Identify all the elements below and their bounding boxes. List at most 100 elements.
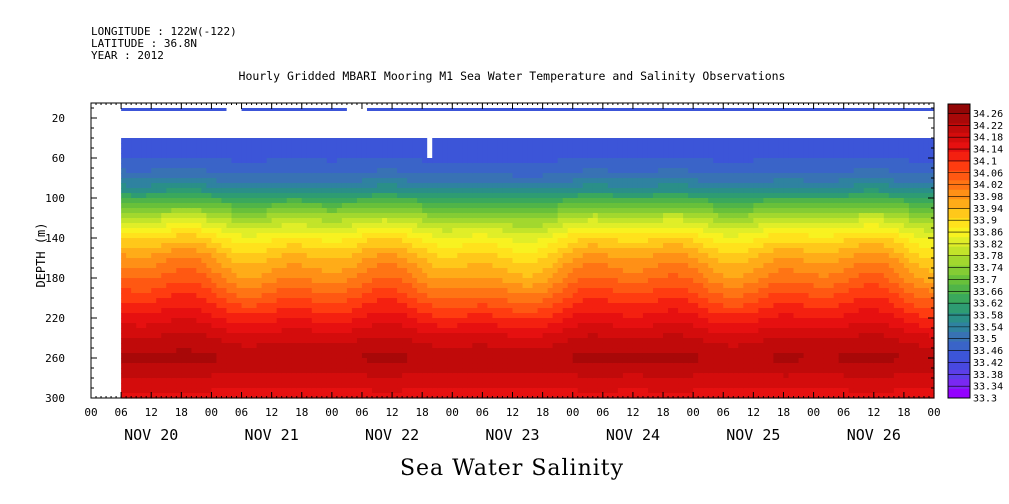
heatmap-cell <box>131 293 137 299</box>
heatmap-cell <box>266 353 273 359</box>
heatmap-cell <box>291 163 298 169</box>
heatmap-cell <box>301 218 308 224</box>
heatmap-cell <box>121 348 127 354</box>
heatmap-cell <box>442 163 448 169</box>
heatmap-cell <box>231 318 238 324</box>
heatmap-cell <box>602 143 609 149</box>
heatmap-cell <box>467 363 473 369</box>
heatmap-cell <box>191 378 197 384</box>
heatmap-cell <box>422 253 428 259</box>
heatmap-cell <box>221 383 228 389</box>
heatmap-cell <box>346 138 353 144</box>
heatmap-cell <box>537 228 544 234</box>
heatmap-cell <box>532 148 539 154</box>
heatmap-cell <box>206 358 213 364</box>
heatmap-cell <box>291 148 298 154</box>
heatmap-cell <box>472 143 478 149</box>
heatmap-cell <box>562 318 569 324</box>
heatmap-cell <box>201 288 208 294</box>
heatmap-cell <box>562 203 569 209</box>
heatmap-cell <box>151 233 157 239</box>
heatmap-cell <box>311 153 318 159</box>
heatmap-cell <box>512 258 519 264</box>
heatmap-cell <box>412 263 418 269</box>
heatmap-cell <box>266 178 273 184</box>
heatmap-cell <box>276 348 283 354</box>
heatmap-cell <box>397 323 403 329</box>
heatmap-cell <box>532 358 539 364</box>
heatmap-cell <box>216 163 223 169</box>
heatmap-cell <box>502 353 509 359</box>
heatmap-cell <box>291 173 298 179</box>
heatmap-cell <box>236 343 243 349</box>
heatmap-cell <box>276 183 283 189</box>
heatmap-cell <box>181 343 187 349</box>
heatmap-cell <box>497 233 504 239</box>
heatmap-cell <box>166 383 172 389</box>
heatmap-cell <box>452 268 458 274</box>
heatmap-cell <box>366 213 373 219</box>
heatmap-cell <box>126 213 132 219</box>
heatmap-cell <box>552 158 559 164</box>
heatmap-cell <box>126 218 132 224</box>
heatmap-cell <box>592 273 599 279</box>
heatmap-cell <box>236 338 243 344</box>
heatmap-cell <box>377 283 383 289</box>
heatmap-cell <box>236 238 243 244</box>
heatmap-cell <box>482 283 489 289</box>
heatmap-cell <box>311 388 318 394</box>
heatmap-cell <box>286 273 293 279</box>
heatmap-cell <box>126 248 132 254</box>
heatmap-cell <box>316 263 323 269</box>
heatmap-cell <box>166 213 172 219</box>
heatmap-cell <box>517 363 524 369</box>
heatmap-cell <box>271 253 278 259</box>
heatmap-cell <box>151 303 157 309</box>
heatmap-cell <box>382 228 388 234</box>
heatmap-cell <box>432 333 438 339</box>
heatmap-cell <box>457 288 463 294</box>
heatmap-cell <box>502 168 509 174</box>
heatmap-cell <box>587 338 594 344</box>
heatmap-cell <box>201 143 208 149</box>
heatmap-cell <box>537 253 544 259</box>
heatmap-cell <box>592 268 599 274</box>
heatmap-cell <box>216 338 223 344</box>
heatmap-cell <box>351 388 358 394</box>
heatmap-cell <box>542 383 549 389</box>
heatmap-cell <box>196 238 202 244</box>
heatmap-cell <box>121 183 127 189</box>
heatmap-cell <box>447 363 453 369</box>
heatmap-cell <box>487 278 494 284</box>
heatmap-cell <box>502 218 509 224</box>
heatmap-cell <box>512 138 519 144</box>
heatmap-cell <box>121 138 127 144</box>
heatmap-cell <box>447 253 453 259</box>
heatmap-cell <box>191 283 197 289</box>
heatmap-cell <box>276 323 283 329</box>
heatmap-cell <box>161 303 167 309</box>
heatmap-cell <box>311 373 318 379</box>
heatmap-cell <box>467 378 473 384</box>
heatmap-cell <box>427 363 433 369</box>
heatmap-cell <box>151 238 157 244</box>
heatmap-cell <box>547 258 554 264</box>
heatmap-cell <box>246 193 253 199</box>
heatmap-cell <box>271 178 278 184</box>
heatmap-cell <box>161 223 167 229</box>
heatmap-cell <box>562 338 569 344</box>
heatmap-cell <box>547 183 554 189</box>
heatmap-cell <box>206 233 213 239</box>
heatmap-cell <box>191 188 197 194</box>
heatmap-cell <box>547 138 554 144</box>
heatmap-cell <box>271 373 278 379</box>
heatmap-cell <box>256 238 263 244</box>
heatmap-cell <box>437 268 443 274</box>
heatmap-cell <box>261 378 268 384</box>
heatmap-cell <box>532 138 539 144</box>
heatmap-cell <box>276 318 283 324</box>
heatmap-cell <box>146 368 152 374</box>
heatmap-cell <box>392 198 398 204</box>
heatmap-cell <box>422 298 428 304</box>
heatmap-cell <box>226 228 233 234</box>
